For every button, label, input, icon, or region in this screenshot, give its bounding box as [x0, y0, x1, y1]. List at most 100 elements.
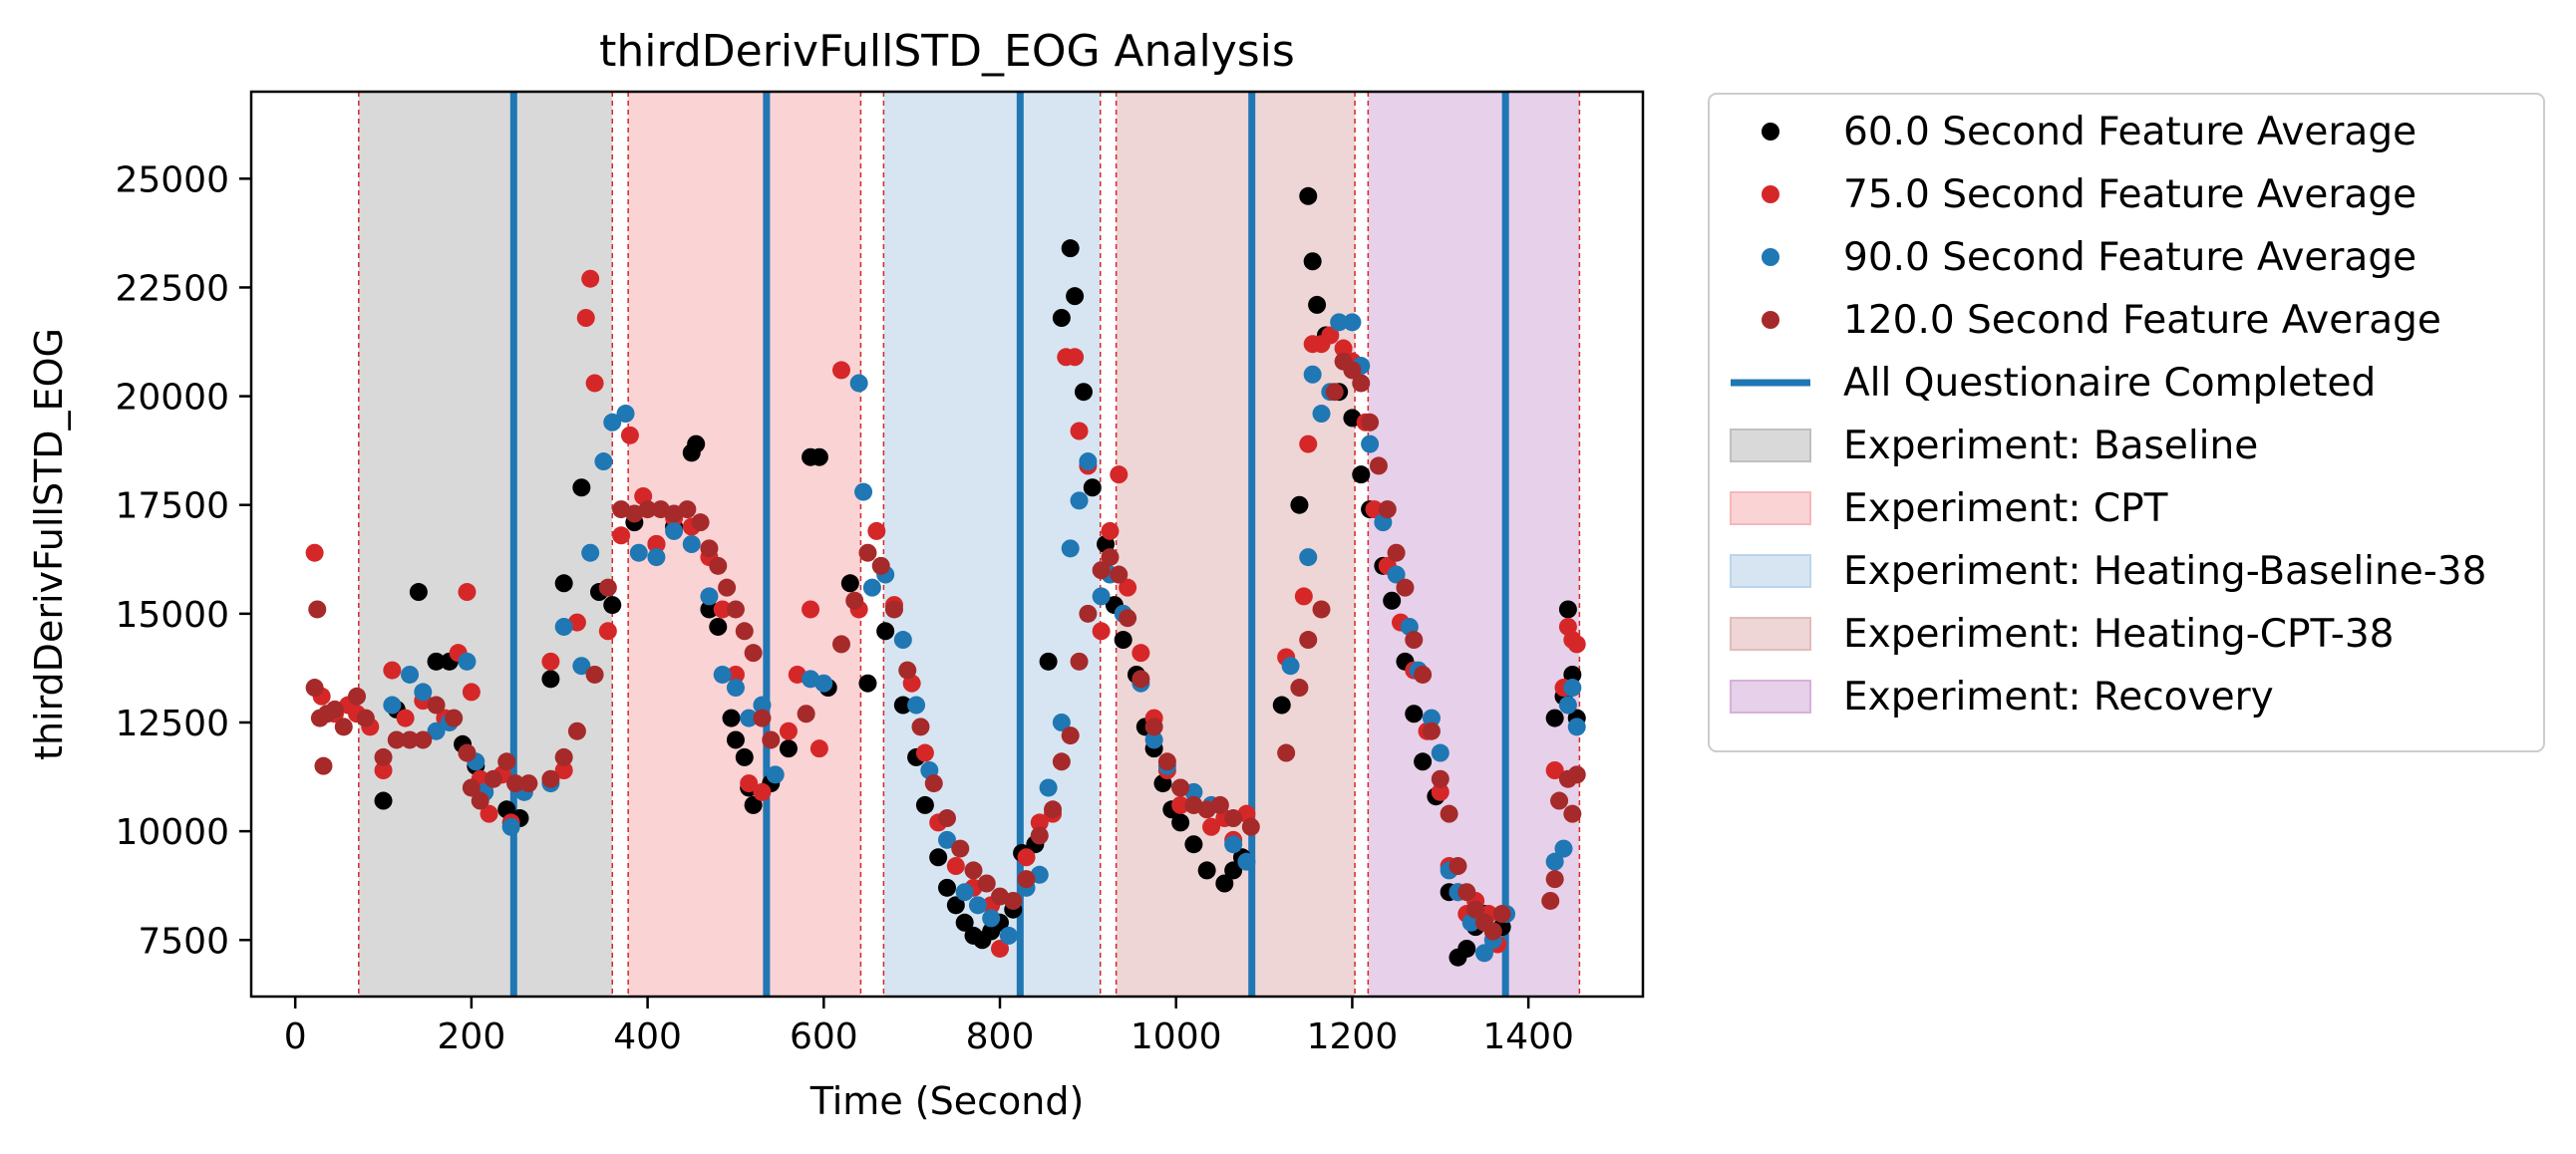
legend-marker-series-3 [1762, 311, 1779, 329]
x-tick-label-6: 1200 [1307, 1016, 1399, 1057]
data-point-s1-60 [1110, 465, 1128, 484]
legend-marker-series-1 [1762, 185, 1779, 203]
data-point-s0-65 [1197, 861, 1216, 880]
experiment-band-0 [358, 92, 613, 997]
data-point-s3-41 [762, 730, 781, 749]
data-point-s3-19 [497, 752, 516, 771]
data-point-s2-5 [458, 652, 477, 671]
data-point-s0-70 [1290, 495, 1309, 514]
data-point-s3-54 [977, 874, 996, 893]
data-point-s3-12 [414, 730, 433, 749]
y-tick-label-4: 17500 [115, 486, 229, 527]
data-point-s3-46 [871, 556, 890, 575]
data-point-s3-91 [1414, 665, 1433, 684]
data-point-s2-25 [753, 696, 772, 715]
data-point-s2-61 [1303, 365, 1322, 384]
data-point-s3-61 [1061, 726, 1080, 745]
data-point-s3-66 [1110, 565, 1128, 584]
data-point-s1-58 [1092, 622, 1111, 641]
data-point-s2-20 [682, 535, 701, 553]
data-point-s3-96 [1457, 883, 1476, 902]
data-point-s1-0 [305, 543, 324, 562]
data-point-s0-52 [1066, 287, 1085, 306]
data-point-s1-25 [612, 526, 631, 545]
data-point-s1-32 [713, 600, 732, 619]
data-point-s2-46 [1070, 491, 1089, 510]
series-3 [305, 352, 1586, 941]
legend-label-series-1: 75.0 Second Feature Average [1843, 172, 2416, 217]
data-point-s2-1 [401, 665, 420, 684]
data-point-s2-73 [1431, 743, 1449, 762]
data-point-s0-94 [1558, 600, 1577, 619]
data-point-s1-56 [1070, 422, 1089, 440]
data-point-s2-60 [1299, 548, 1318, 567]
data-point-s3-3 [314, 756, 333, 775]
data-point-s2-33 [893, 631, 912, 650]
data-point-s0-22 [722, 709, 741, 727]
data-point-s2-72 [1422, 709, 1441, 727]
data-point-s1-85 [1431, 782, 1449, 801]
data-point-s0-0 [374, 791, 393, 810]
data-point-s1-59 [1101, 521, 1120, 540]
data-point-s2-8 [501, 817, 520, 836]
data-point-s3-75 [1224, 809, 1243, 828]
data-point-s2-19 [665, 521, 684, 540]
data-point-s3-26 [598, 578, 617, 597]
data-point-s1-26 [620, 426, 639, 444]
y-tick-label-5: 20000 [115, 378, 229, 419]
data-point-s3-93 [1431, 769, 1449, 788]
data-point-s0-24 [735, 747, 754, 766]
legend-marker-experiment-0 [1730, 429, 1811, 462]
legend-marker-series-0 [1762, 123, 1779, 141]
data-point-s3-32 [678, 500, 697, 519]
data-point-s3-49 [911, 718, 930, 736]
data-point-s0-23 [726, 730, 745, 749]
data-point-s0-3 [427, 652, 446, 671]
data-point-s2-12 [572, 657, 591, 676]
data-point-s3-90 [1405, 631, 1424, 650]
data-point-s0-57 [1114, 631, 1132, 650]
data-point-s3-62 [1070, 652, 1089, 671]
data-point-s0-49 [1039, 652, 1058, 671]
data-point-s3-95 [1449, 857, 1467, 876]
data-point-s2-39 [982, 909, 1001, 928]
y-tick-label-6: 22500 [115, 268, 229, 309]
data-point-s3-15 [458, 743, 477, 762]
data-point-s1-65 [1171, 795, 1190, 814]
data-point-s1-67 [1202, 817, 1221, 836]
data-point-s1-12 [458, 583, 477, 602]
legend-label-experiment-1: Experiment: CPT [1843, 486, 2168, 531]
data-point-s3-36 [718, 578, 737, 597]
data-point-s2-81 [1554, 839, 1573, 858]
data-point-s0-28 [779, 739, 798, 758]
data-point-s0-63 [1171, 813, 1190, 832]
data-point-s1-55 [1066, 348, 1085, 367]
data-point-s2-18 [647, 548, 666, 567]
data-point-s2-37 [955, 883, 974, 902]
data-point-s3-56 [1004, 891, 1023, 910]
data-point-s0-53 [1074, 383, 1093, 402]
data-point-s3-100 [1492, 905, 1511, 924]
data-point-s0-20 [700, 600, 719, 619]
data-point-s1-19 [554, 761, 573, 779]
legend-label-experiment-2: Experiment: Heating-Baseline-38 [1843, 549, 2486, 594]
data-point-s2-36 [938, 830, 956, 849]
data-point-s3-60 [1052, 752, 1071, 771]
data-point-s0-12 [572, 478, 591, 497]
data-point-s1-34 [740, 774, 759, 793]
data-point-s0-83 [1414, 752, 1433, 771]
data-point-s2-21 [700, 587, 719, 606]
data-point-s0-80 [1383, 591, 1402, 610]
data-point-s3-8 [356, 709, 375, 727]
data-point-s3-64 [1092, 561, 1111, 580]
plot-area [305, 92, 1586, 997]
data-point-s3-10 [387, 730, 406, 749]
data-point-s3-65 [1101, 548, 1120, 567]
data-point-s3-78 [1290, 679, 1309, 698]
data-point-s1-33 [726, 665, 745, 684]
data-point-s3-22 [541, 769, 560, 788]
data-point-s2-59 [1281, 657, 1300, 676]
data-point-s0-41 [955, 913, 974, 932]
data-point-s3-105 [1563, 804, 1582, 823]
